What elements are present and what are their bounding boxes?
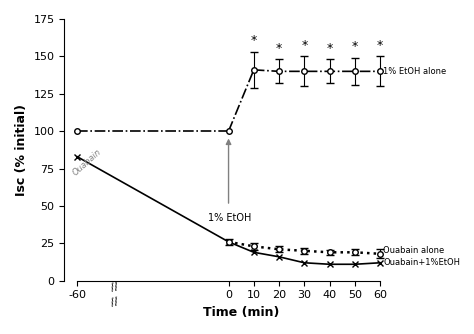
Text: Ouabain: Ouabain	[71, 148, 103, 178]
Text: 1% EtOH alone: 1% EtOH alone	[383, 67, 447, 76]
X-axis label: Time (min): Time (min)	[203, 306, 279, 319]
Text: //: //	[110, 281, 120, 293]
Text: 1% EtOH: 1% EtOH	[209, 213, 252, 223]
Text: Ouabain alone: Ouabain alone	[383, 246, 445, 255]
Text: *: *	[352, 40, 358, 53]
Text: *: *	[327, 42, 333, 55]
Text: *: *	[276, 42, 282, 55]
Text: Ouabain+1%EtOH: Ouabain+1%EtOH	[383, 258, 460, 267]
Text: *: *	[301, 39, 308, 52]
Y-axis label: Isc (% initial): Isc (% initial)	[15, 104, 28, 196]
Text: *: *	[377, 39, 383, 52]
Text: //: //	[110, 297, 120, 308]
Text: *: *	[251, 34, 257, 47]
